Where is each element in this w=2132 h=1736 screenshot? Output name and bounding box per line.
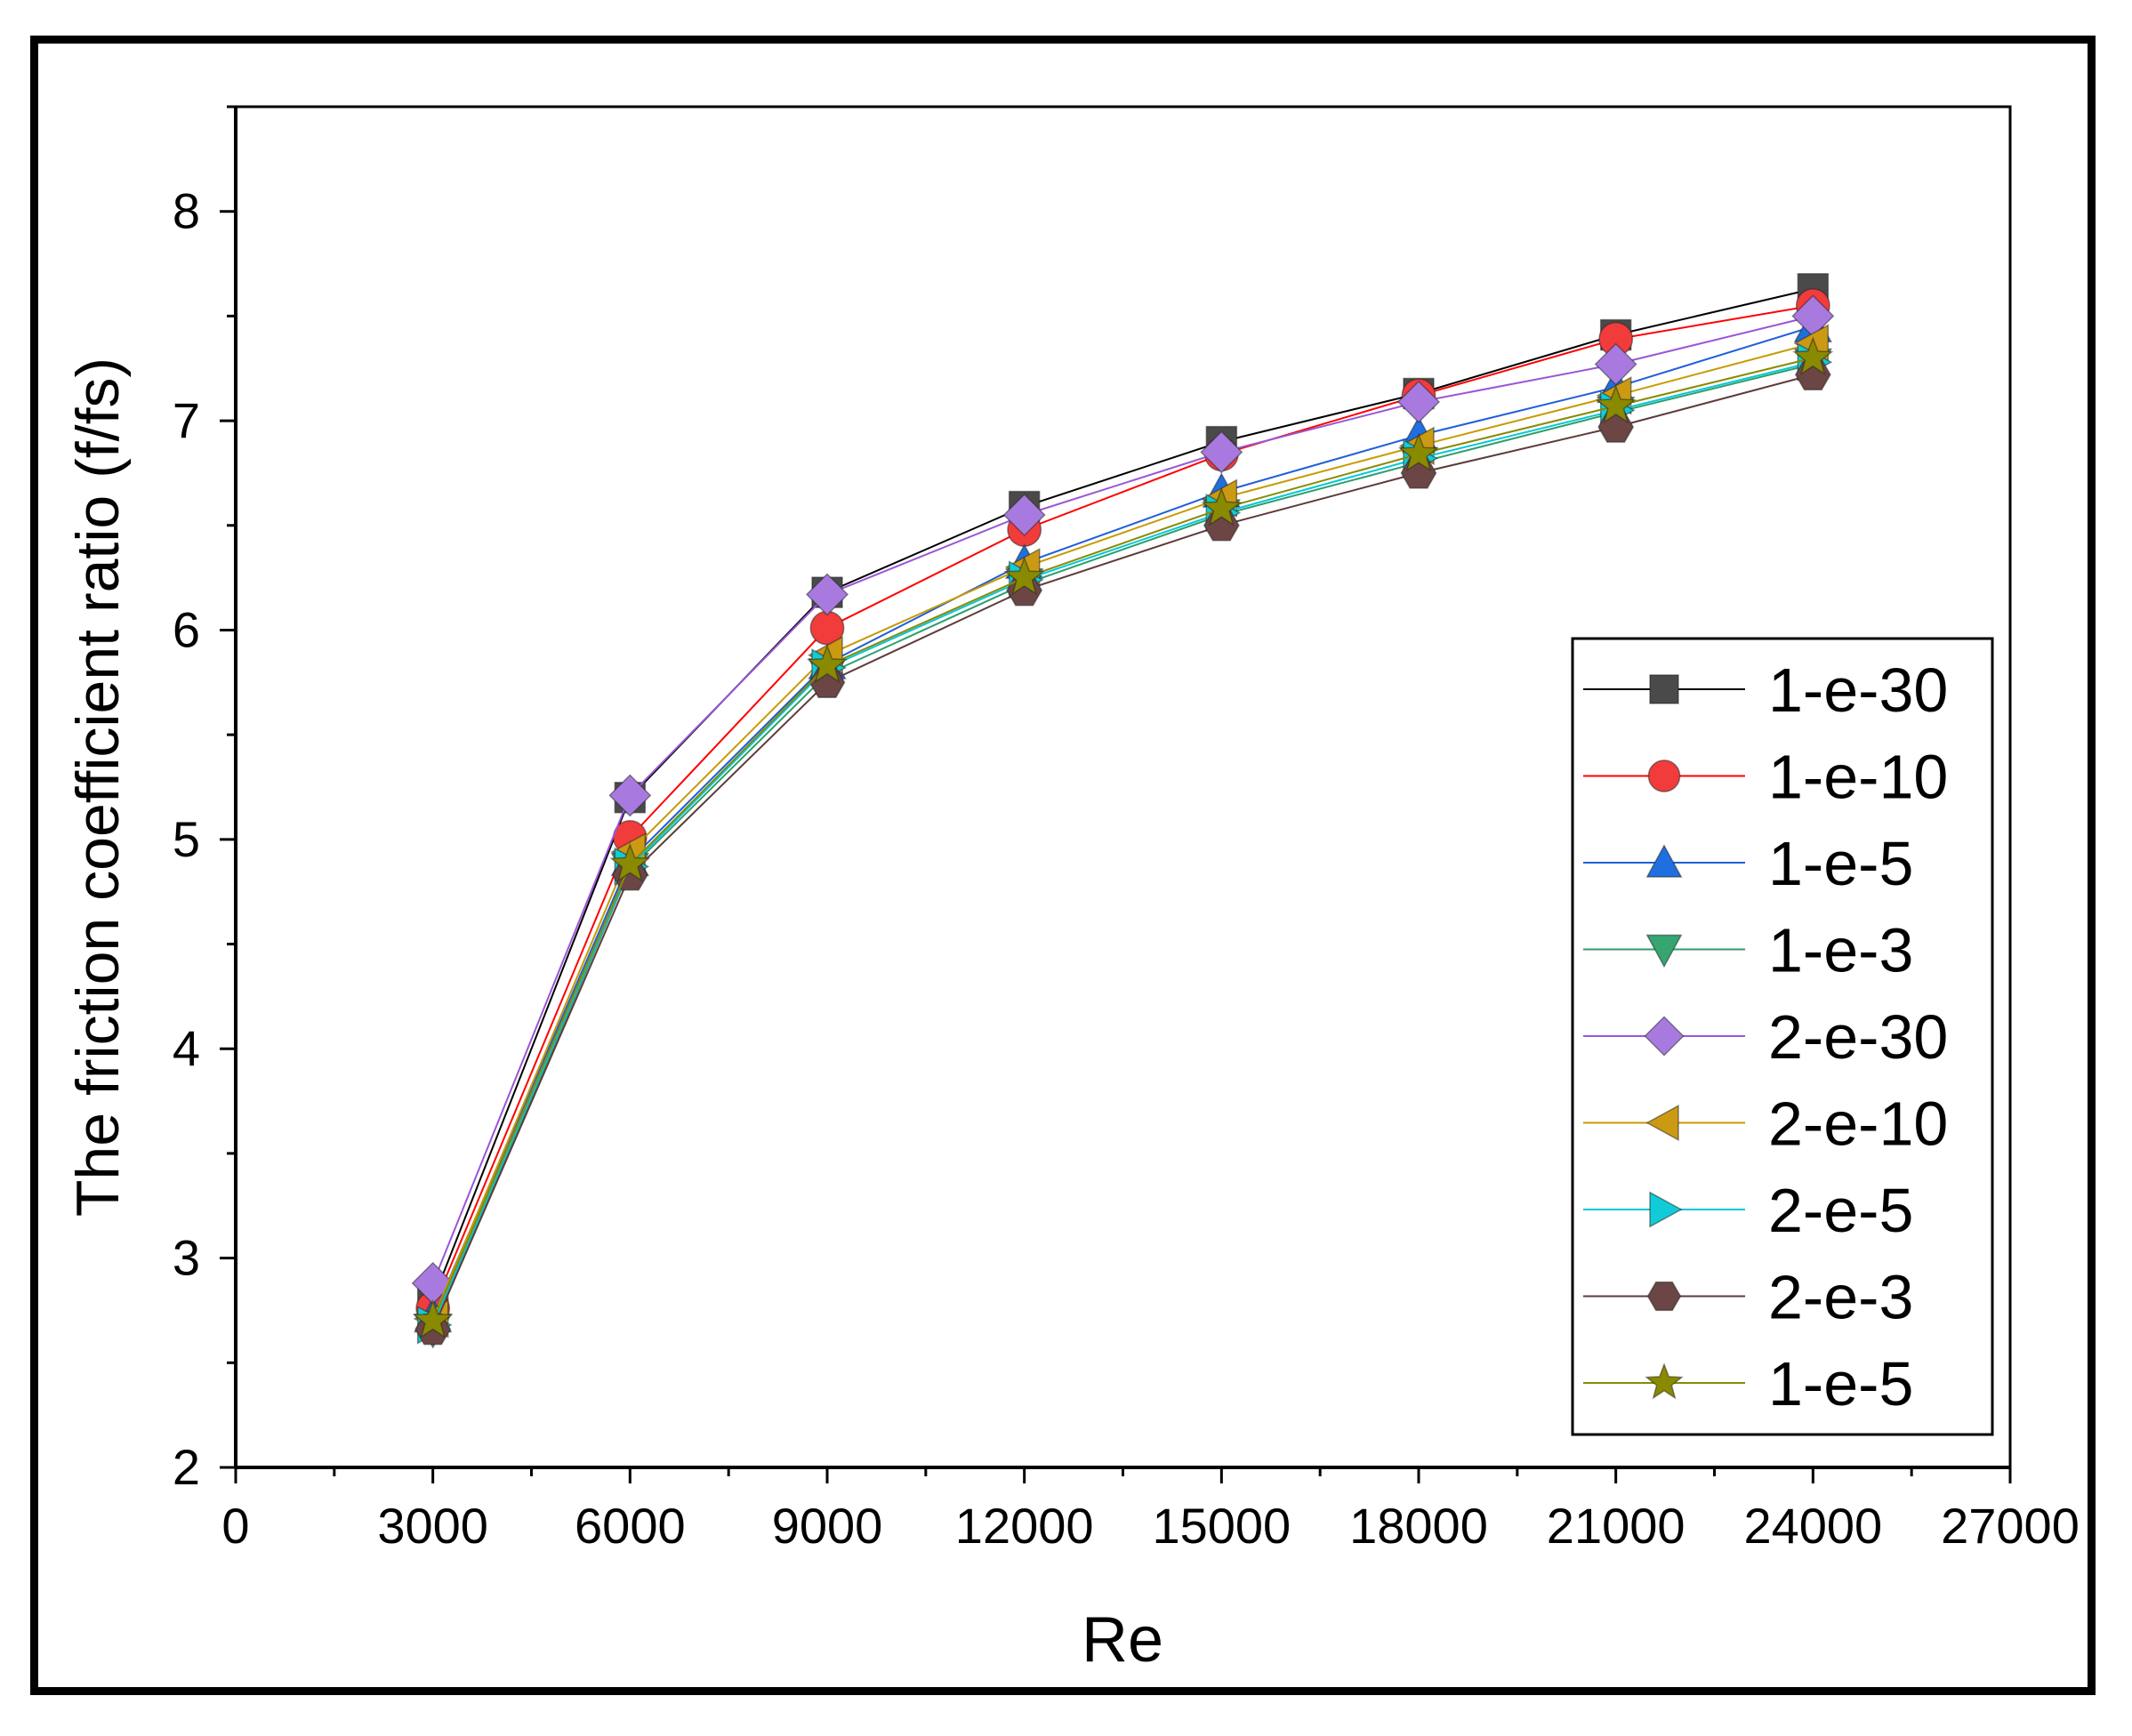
legend-marker [1645,934,1683,968]
legend-marker [1649,1191,1683,1228]
y-tick-label: 2 [173,1439,200,1495]
x-axis-label: Re [1082,1604,1163,1676]
series-line [431,342,1814,1320]
x-tick-label: 3000 [377,1498,488,1554]
y-tick-label: 8 [173,183,200,239]
data-point [805,573,849,616]
legend-marker [1644,1016,1685,1057]
legend-entry: 1-e-5 [1583,829,1913,898]
legend-label: 1-e-3 [1768,916,1913,985]
legend-marker [1647,760,1681,792]
legend-label: 1-e-5 [1768,829,1913,898]
legend: 1-e-30 1-e-10 1-e-5 1-e-3 2-e-30 2-e-10 2-e-5 2… [1571,637,1994,1436]
y-tick-label: 6 [173,601,200,657]
series-line [431,357,1814,1322]
legend-marker [1649,674,1679,704]
x-tick-label: 24000 [1743,1498,1882,1554]
data-point [1792,336,1834,376]
legend-label: 2-e-30 [1768,1002,1948,1072]
legend-marker [1645,1105,1679,1141]
legend-entry: 1-e-30 [1583,655,1948,725]
legend-entry: 1-e-3 [1583,916,1913,985]
legend-label: 2-e-5 [1768,1176,1913,1245]
data-point [609,842,651,882]
y-axis-label: The friction coefficient ratio (f/fs) [64,358,132,1217]
y-tick-label: 3 [173,1230,200,1286]
data-point [806,644,849,684]
series-line [431,363,1814,1330]
x-tick-label: 6000 [575,1498,686,1554]
series-5 [411,294,1835,1305]
data-point [1595,384,1637,424]
x-tick-label: 21000 [1547,1498,1685,1554]
data-point [1003,556,1045,596]
data-point [412,1298,454,1338]
x-tick-label: 18000 [1349,1498,1488,1554]
legend-label: 2-e-10 [1768,1089,1948,1159]
data-point [1396,380,1441,423]
x-tick-label: 9000 [772,1498,883,1554]
series-line [431,304,1814,1309]
series-9 [412,336,1834,1338]
series-line [431,315,1814,1284]
legend-entry: 2-e-10 [1583,1089,1948,1159]
data-point [1200,430,1243,474]
legend-entry: 1-e-10 [1583,743,1948,812]
legend-label: 2-e-3 [1768,1263,1913,1332]
series-line [431,326,1814,1317]
legend-label: 1-e-30 [1768,655,1948,725]
data-point [1002,493,1046,537]
legend-entry: 2-e-3 [1583,1263,1913,1332]
legend-label: 1-e-10 [1768,743,1948,812]
legend-entry: 1-e-5 [1583,1349,1913,1419]
x-tick-label: 15000 [1152,1498,1291,1554]
figure-frame [30,36,2096,1695]
legend-marker [1645,1362,1684,1400]
y-tick-label: 7 [173,392,200,448]
x-tick-label: 0 [221,1498,249,1554]
data-point [1397,432,1440,472]
x-tick-label: 12000 [955,1498,1094,1554]
series-layer [411,273,1835,1349]
y-tick-label: 5 [173,811,200,867]
y-axis-ticks: 2 3 4 5 6 7 8 [173,105,236,1495]
x-tick-label: 27000 [1941,1498,2080,1554]
legend-marker [1646,1281,1682,1312]
data-point [1201,486,1243,526]
series-line [431,361,1814,1326]
legend-marker [1645,844,1683,878]
legend-label: 1-e-5 [1768,1349,1913,1419]
series-line [431,374,1814,1330]
data-point [608,774,652,817]
series-line [431,287,1814,1301]
x-axis-ticks: 0 3000 6000 9000 12000 15000 18000 21000 24000 27… [221,1467,2080,1554]
y-tick-label: 4 [173,1020,200,1076]
legend-entry: 2-e-30 [1583,1002,1948,1072]
legend-entry: 2-e-5 [1583,1176,1913,1245]
